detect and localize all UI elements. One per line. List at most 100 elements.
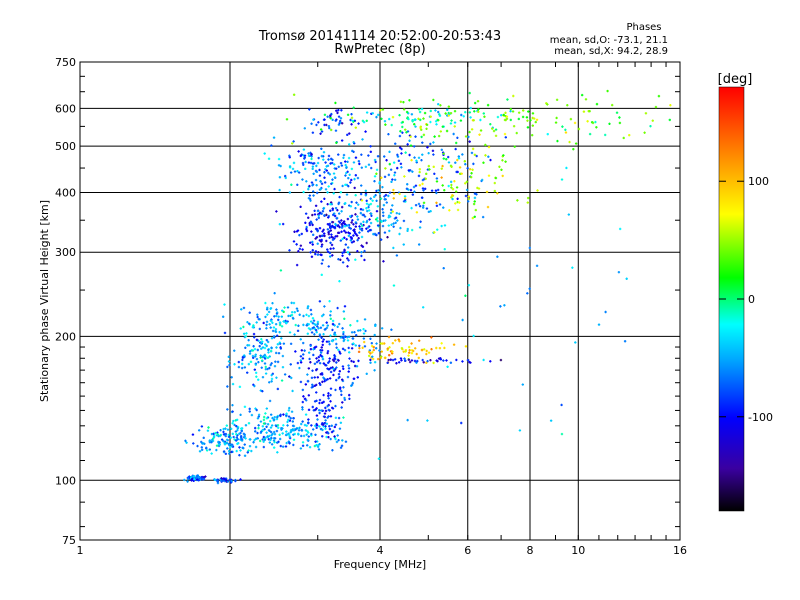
data-point [526,119,529,122]
data-point [376,113,380,117]
data-point [323,123,326,127]
data-point [265,308,269,311]
data-point [326,351,329,355]
data-point [454,147,457,151]
data-point [331,339,334,343]
data-point [470,128,474,131]
data-point [376,216,379,220]
data-point [308,197,312,201]
data-point [331,178,334,181]
data-point [322,415,326,418]
data-point [347,335,351,339]
data-point [401,120,405,124]
data-point [341,184,344,188]
data-point [287,418,290,422]
data-point [273,365,277,368]
data-point [367,350,371,354]
data-point [266,435,269,438]
data-point [442,206,445,209]
data-point [348,393,351,397]
y-tick-label: 500 [55,140,76,153]
data-point [214,431,217,435]
data-point [376,224,380,227]
data-point [317,251,320,254]
data-point [610,103,614,107]
data-point [336,306,339,310]
data-point [317,359,320,362]
data-point [269,326,272,329]
data-point [477,187,481,190]
data-point [617,271,621,274]
data-point [311,249,314,252]
data-point [262,321,265,325]
data-point [502,113,505,117]
data-point [300,434,303,438]
data-point [306,332,310,335]
data-point [502,154,505,157]
data-point [376,155,380,158]
data-point [504,136,507,139]
data-point [415,352,418,356]
data-point [468,140,471,143]
data-point [447,105,451,108]
data-point [332,373,335,377]
data-point [323,232,326,235]
data-point [451,194,454,197]
data-point [336,208,339,212]
data-point [408,348,411,352]
data-point [309,361,312,364]
data-point [302,314,305,318]
data-point [348,226,351,229]
data-point [250,413,254,417]
data-point [328,367,331,371]
data-point [294,350,297,353]
data-point [270,144,273,147]
data-point [334,119,337,122]
data-point [358,231,361,234]
data-point [341,224,344,227]
data-point [618,116,621,119]
data-point [364,189,368,193]
data-point [329,201,333,204]
data-point [406,143,409,146]
data-point [338,280,341,283]
data-point [329,366,333,370]
data-point [408,139,411,142]
data-point [337,123,341,126]
data-point [304,221,307,224]
data-point [316,228,319,232]
data-point [445,359,448,362]
data-point [395,362,398,365]
data-point [283,373,287,376]
data-point [296,329,300,333]
data-point [440,148,443,151]
data-point [291,389,294,393]
data-point [188,475,191,478]
data-point [299,338,302,341]
data-point [212,436,216,439]
data-point [385,159,388,162]
data-point [324,188,328,191]
data-point [279,444,282,448]
data-point [518,429,522,432]
data-point [597,323,601,326]
data-point [322,228,325,232]
data-point [307,408,311,412]
data-point [429,210,432,213]
data-point [351,219,354,222]
data-point [418,339,421,342]
data-point [322,313,325,316]
data-point [354,225,358,228]
data-point [512,94,515,98]
data-point [282,310,285,314]
data-point [311,162,315,165]
data-point [591,121,595,125]
data-point [469,175,473,179]
data-point [273,315,276,318]
data-point [252,441,255,444]
data-point [301,357,305,360]
data-point [290,183,293,186]
data-point [369,197,372,200]
data-point [393,358,397,361]
data-point [382,260,385,263]
